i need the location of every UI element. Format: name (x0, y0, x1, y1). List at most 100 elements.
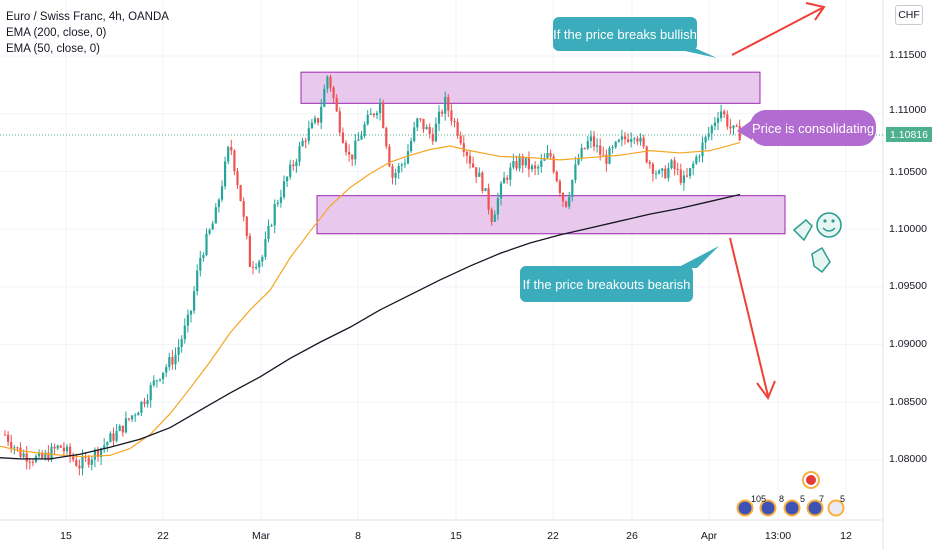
candle-body (7, 434, 10, 442)
candle-body (152, 380, 155, 386)
candle-body (41, 452, 44, 458)
candle-body (592, 136, 596, 147)
candle-body (726, 114, 729, 127)
candle-body (270, 225, 273, 227)
event-alert-icon-dot (806, 475, 816, 485)
smile-icon-eye (823, 219, 827, 223)
candle-body (233, 150, 236, 172)
candle-body (410, 140, 413, 152)
candle-body (645, 146, 648, 163)
candle-body (38, 452, 41, 457)
event-flag-icon (827, 499, 845, 517)
y-tick-label: 1.11500 (889, 49, 927, 61)
candle-body (127, 418, 131, 420)
candle-body (685, 175, 689, 177)
candle-body (651, 163, 654, 174)
candle-body (707, 133, 710, 137)
candle-body (676, 168, 679, 170)
candle-body (245, 216, 248, 237)
candle-body (289, 164, 292, 177)
candle-body (31, 461, 34, 463)
candle-body (348, 152, 351, 155)
candle-body (47, 452, 50, 461)
last-price-tag: 1.10816 (886, 127, 932, 142)
y-tick-label: 1.10500 (889, 166, 927, 178)
candle-body (72, 456, 75, 460)
candle-body (320, 106, 323, 123)
candle-body (109, 433, 112, 443)
candle-body (16, 447, 19, 449)
candle-body (279, 197, 282, 203)
event-count-label: 5 (800, 494, 805, 504)
candle-body (456, 122, 459, 136)
candle-body (434, 123, 437, 142)
candle-body (171, 357, 174, 365)
candle-body (158, 379, 162, 381)
candle-body (468, 155, 472, 164)
pointing-hand-icon (811, 246, 831, 274)
candle-body (100, 448, 103, 458)
candle-body (112, 433, 115, 441)
candle-body (146, 400, 149, 404)
event-count-label: 5 (761, 494, 766, 504)
candle-body (369, 113, 372, 115)
candle-body (338, 111, 341, 133)
candle-body (537, 166, 540, 169)
candle-body (382, 102, 385, 128)
event-flag-icon (806, 499, 824, 517)
candle-body (633, 138, 636, 140)
event-flag-icon (736, 499, 754, 517)
candle-body (13, 447, 16, 449)
bearish-callout: If the price breakouts bearish (520, 266, 693, 302)
candle-body (255, 267, 258, 269)
candle-body (723, 111, 726, 115)
candle-body (636, 138, 639, 142)
candle-body (503, 177, 506, 184)
candle-body (506, 177, 509, 180)
candle-body (118, 425, 121, 431)
candle-body (357, 139, 360, 141)
candle-body (475, 167, 478, 177)
y-tick-label: 1.09000 (889, 338, 927, 350)
candle-body (329, 76, 332, 88)
candle-body (189, 310, 193, 315)
candle-body (580, 147, 583, 160)
candle-body (661, 168, 664, 171)
candle-body (162, 372, 165, 380)
candle-body (50, 446, 53, 461)
candle-body (490, 209, 493, 222)
candle-body (28, 461, 31, 463)
candle-body (211, 223, 214, 230)
bearish-callout-tail (677, 246, 719, 268)
candle-body (248, 236, 251, 267)
support-zone (316, 195, 786, 235)
candle-body (388, 146, 391, 167)
candle-body (692, 163, 695, 169)
candle-body (689, 168, 692, 177)
bearish-arrow-head (756, 380, 776, 401)
candle-body (422, 118, 425, 130)
candle-body (298, 146, 301, 162)
candle-body (93, 449, 96, 460)
candle-body (360, 135, 363, 140)
candle-body (406, 151, 410, 164)
candle-body (698, 156, 701, 158)
candle-body (168, 357, 171, 368)
y-tick-label: 1.08500 (889, 396, 927, 408)
candle-body (301, 140, 304, 147)
candle-body (208, 229, 211, 234)
currency-button[interactable]: CHF (895, 5, 923, 25)
candle-body (484, 188, 487, 192)
candle-body (530, 165, 534, 170)
y-tick-label: 1.09500 (889, 280, 927, 292)
candle-body (75, 459, 78, 466)
candle-body (332, 87, 335, 99)
candle-body (568, 196, 571, 207)
candle-body (276, 202, 279, 205)
legend-symbol: Euro / Swiss Franc, 4h, OANDA (6, 11, 169, 23)
candle-body (577, 159, 580, 165)
pointing-hand-icon (792, 218, 813, 242)
candle-body (19, 447, 22, 457)
candle-body (534, 165, 537, 169)
